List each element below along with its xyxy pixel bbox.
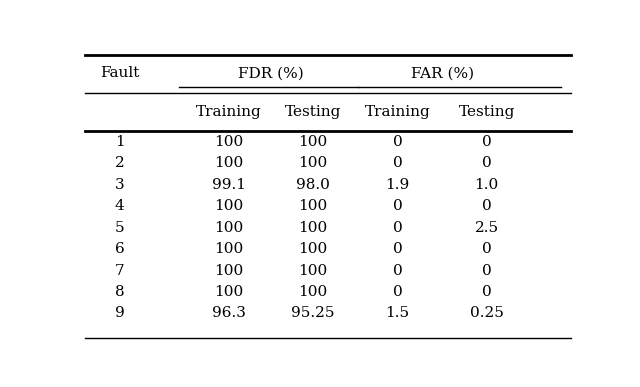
Text: 0: 0 [482, 242, 492, 256]
Text: FAR (%): FAR (%) [410, 66, 474, 80]
Text: 3: 3 [115, 178, 125, 192]
Text: 98.0: 98.0 [296, 178, 330, 192]
Text: 0: 0 [482, 285, 492, 299]
Text: 100: 100 [214, 135, 243, 149]
Text: 2: 2 [115, 156, 125, 170]
Text: 100: 100 [298, 264, 328, 277]
Text: 100: 100 [298, 242, 328, 256]
Text: 0: 0 [392, 285, 403, 299]
Text: 0: 0 [392, 156, 403, 170]
Text: 7: 7 [115, 264, 125, 277]
Text: 0: 0 [392, 199, 403, 213]
Text: 5: 5 [115, 221, 125, 235]
Text: 100: 100 [298, 156, 328, 170]
Text: Testing: Testing [458, 105, 515, 119]
Text: 1.5: 1.5 [385, 307, 410, 320]
Text: 4: 4 [115, 199, 125, 213]
Text: 2.5: 2.5 [475, 221, 499, 235]
Text: 0: 0 [482, 264, 492, 277]
Text: 0: 0 [392, 242, 403, 256]
Text: 0: 0 [392, 264, 403, 277]
Text: Training: Training [196, 105, 262, 119]
Text: 1.0: 1.0 [475, 178, 499, 192]
Text: 100: 100 [298, 285, 328, 299]
Text: 0: 0 [482, 135, 492, 149]
Text: 100: 100 [214, 264, 243, 277]
Text: 96.3: 96.3 [212, 307, 246, 320]
Text: 100: 100 [214, 156, 243, 170]
Text: 1.9: 1.9 [385, 178, 410, 192]
Text: 100: 100 [298, 135, 328, 149]
Text: 0: 0 [392, 221, 403, 235]
Text: 100: 100 [214, 242, 243, 256]
Text: 100: 100 [214, 199, 243, 213]
Text: 1: 1 [115, 135, 125, 149]
Text: 100: 100 [298, 221, 328, 235]
Text: 0.25: 0.25 [470, 307, 504, 320]
Text: 6: 6 [115, 242, 125, 256]
Text: Testing: Testing [285, 105, 341, 119]
Text: 100: 100 [214, 285, 243, 299]
Text: 9: 9 [115, 307, 125, 320]
Text: FDR (%): FDR (%) [238, 66, 304, 80]
Text: 95.25: 95.25 [291, 307, 335, 320]
Text: 100: 100 [214, 221, 243, 235]
Text: Fault: Fault [100, 66, 140, 80]
Text: Training: Training [365, 105, 430, 119]
Text: 8: 8 [115, 285, 125, 299]
Text: 0: 0 [392, 135, 403, 149]
Text: 99.1: 99.1 [212, 178, 246, 192]
Text: 0: 0 [482, 199, 492, 213]
Text: 100: 100 [298, 199, 328, 213]
Text: 0: 0 [482, 156, 492, 170]
